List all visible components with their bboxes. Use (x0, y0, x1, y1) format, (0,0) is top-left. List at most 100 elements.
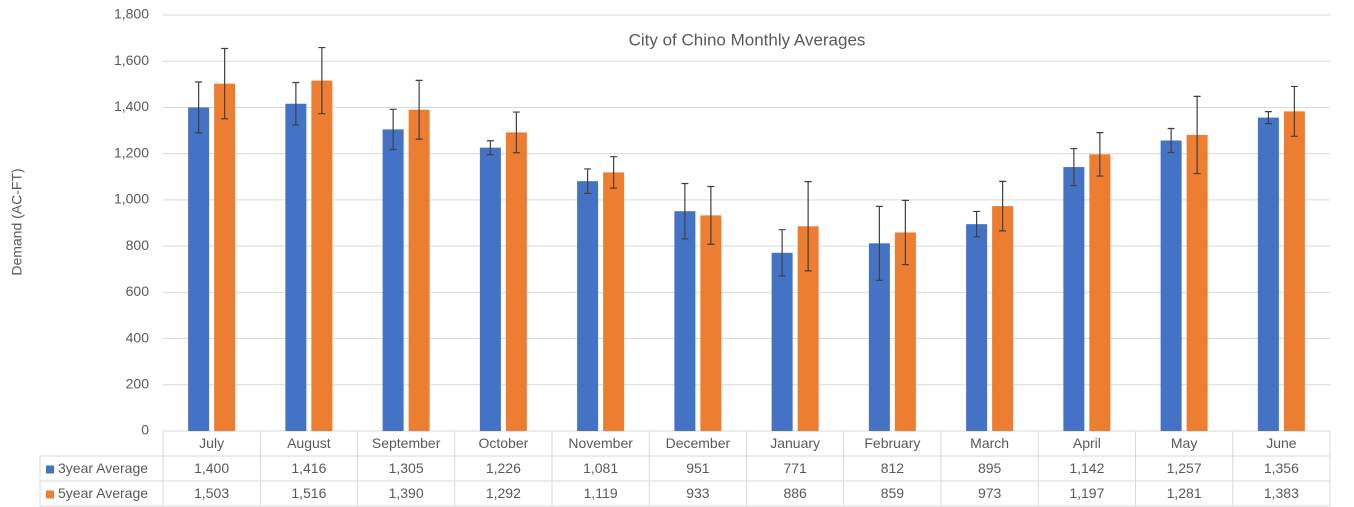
y-tick-label: 200 (126, 375, 150, 391)
x-tick-label: November (568, 435, 633, 451)
error-bar (1167, 127, 1175, 154)
error-bar (221, 47, 229, 120)
y-tick-label: 1,800 (114, 6, 149, 22)
error-bar (318, 46, 326, 115)
error-bar (610, 156, 618, 189)
bar (188, 107, 210, 431)
table-value: 771 (783, 460, 807, 476)
error-bar (901, 199, 909, 266)
table-value: 1,305 (389, 460, 424, 476)
error-bar (389, 108, 397, 151)
bar (966, 224, 988, 431)
table-value: 1,257 (1167, 460, 1202, 476)
bar (311, 80, 333, 431)
table-value: 1,292 (486, 485, 521, 501)
y-tick-label: 1,000 (114, 191, 149, 207)
bar (700, 215, 722, 431)
legend-label: 5year Average (58, 485, 148, 501)
table-value: 859 (881, 485, 905, 501)
bar (285, 103, 307, 431)
error-bar (292, 81, 300, 126)
error-bar (486, 140, 494, 156)
y-tick-label: 1,200 (114, 144, 149, 160)
error-bar (1070, 147, 1078, 187)
error-bar (512, 111, 520, 154)
table-value: 1,281 (1167, 485, 1202, 501)
table-value: 1,516 (291, 485, 326, 501)
y-axis-label: Demand (AC-FT) (9, 168, 25, 275)
y-tick-label: 1,400 (114, 98, 149, 114)
error-bar (804, 181, 812, 272)
x-tick-label: July (199, 435, 224, 451)
y-tick-label: 800 (126, 237, 150, 253)
table-value: 1,356 (1264, 460, 1299, 476)
error-bar (1193, 95, 1201, 175)
bar (1160, 140, 1182, 431)
bar (382, 129, 404, 431)
bar (479, 147, 501, 431)
bar (1186, 134, 1208, 432)
x-tick-label: April (1073, 435, 1101, 451)
bar (797, 226, 819, 431)
x-tick-label: January (770, 435, 820, 451)
x-tick-label: December (666, 435, 731, 451)
table-value: 1,142 (1069, 460, 1104, 476)
table-value: 895 (978, 460, 1002, 476)
table-value: 1,390 (389, 485, 424, 501)
table-value: 1,081 (583, 460, 618, 476)
x-tick-label: June (1266, 435, 1297, 451)
legend-swatch (46, 465, 54, 474)
x-tick-label: March (970, 435, 1009, 451)
x-tick-label: September (372, 435, 441, 451)
error-bar (707, 185, 715, 245)
bar (771, 252, 793, 431)
error-bar (1264, 111, 1272, 125)
error-bar (875, 205, 883, 281)
table-value: 1,197 (1069, 485, 1104, 501)
error-bar (681, 182, 689, 240)
table-value: 1,400 (194, 460, 229, 476)
bar (214, 83, 236, 431)
x-tick-label: August (287, 435, 331, 451)
error-bar (778, 229, 786, 277)
bar (408, 109, 430, 431)
error-bar (415, 79, 423, 140)
table-value: 933 (686, 485, 710, 501)
y-tick-label: 0 (141, 422, 149, 438)
bar (868, 243, 890, 431)
table-value: 1,416 (291, 460, 326, 476)
x-tick-label: February (864, 435, 920, 451)
error-bar (973, 210, 981, 238)
table-value: 886 (783, 485, 807, 501)
table-value: 973 (978, 485, 1002, 501)
legend-label: 3year Average (58, 460, 148, 476)
y-tick-label: 600 (126, 283, 150, 299)
table-value: 812 (881, 460, 905, 476)
error-bar (1096, 132, 1104, 177)
bar (1283, 111, 1305, 431)
chart-title: City of Chino Monthly Averages (629, 30, 866, 49)
bar (1089, 154, 1111, 432)
bar (505, 132, 527, 431)
table-value: 1,226 (486, 460, 521, 476)
bar (894, 232, 916, 431)
x-tick-label: May (1171, 435, 1197, 451)
error-bar (999, 180, 1007, 232)
bar (1063, 167, 1085, 431)
table-value: 1,383 (1264, 485, 1299, 501)
legend-swatch (46, 490, 54, 499)
error-bar (584, 168, 592, 195)
error-bar (195, 81, 203, 134)
table-value: 951 (686, 460, 710, 476)
error-bar (1290, 85, 1298, 137)
bar (603, 172, 625, 432)
bar (674, 211, 696, 431)
y-tick-label: 1,600 (114, 52, 149, 68)
table-value: 1,119 (584, 485, 618, 501)
bar (1257, 117, 1279, 431)
table-value: 1,503 (194, 485, 229, 501)
x-tick-label: October (478, 435, 528, 451)
y-tick-label: 400 (126, 329, 150, 345)
bar (577, 181, 599, 431)
